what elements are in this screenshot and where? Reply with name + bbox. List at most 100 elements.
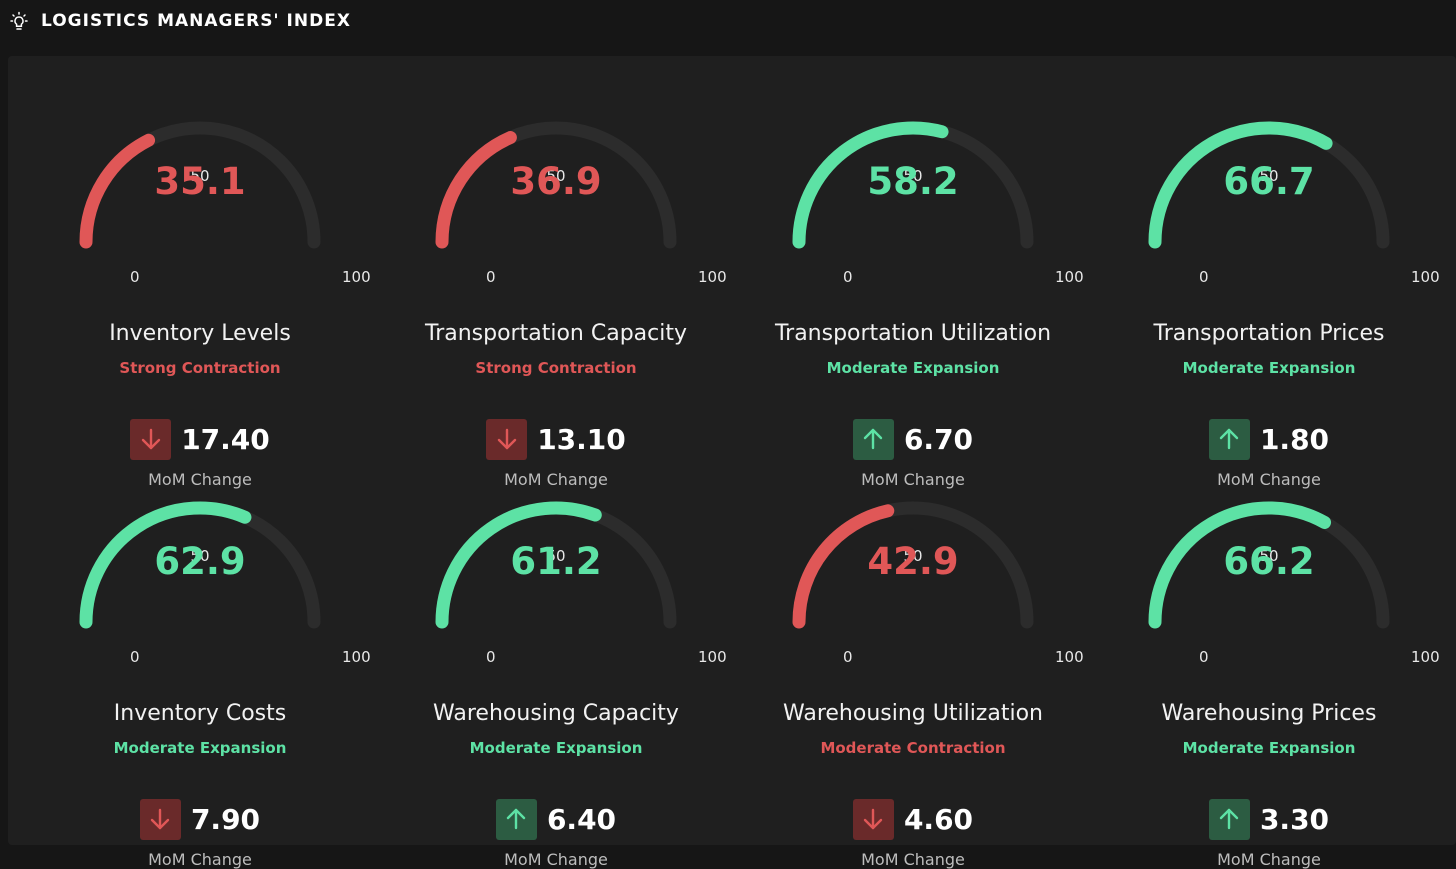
gauge-fill <box>792 121 949 249</box>
change-row: 6.70 <box>763 418 1063 460</box>
change-row: 4.60 <box>763 798 1063 840</box>
gauge-tick-0: 0 <box>1199 648 1209 666</box>
index-card-inventory-costs: 50 0 100 62.9 Inventory Costs Moderate E… <box>50 436 371 869</box>
trend-badge <box>486 418 528 460</box>
change-row: 17.40 <box>50 418 350 460</box>
header-bar: LOGISTICS MANAGERS' INDEX <box>0 0 1456 46</box>
mom-change-label: MoM Change <box>861 470 965 489</box>
change-value: 6.40 <box>546 802 617 836</box>
gauge-value: 58.2 <box>867 160 959 203</box>
gauge-tick-0: 0 <box>130 268 140 286</box>
change-row: 6.40 <box>406 798 706 840</box>
gauge-tick-50: 50 <box>903 167 923 185</box>
change-value: 17.40 <box>181 422 270 456</box>
arrow-up-icon <box>1220 428 1239 450</box>
card-title: Inventory Costs <box>113 701 287 726</box>
card-title: Warehousing Utilization <box>783 701 1043 726</box>
change-row: 7.90 <box>50 798 350 840</box>
gauge-fill <box>435 131 517 249</box>
arrow-down-icon <box>864 808 883 830</box>
change-value: 6.70 <box>903 422 974 456</box>
trend-badge <box>852 418 894 460</box>
gauge-tick-0: 0 <box>130 648 140 666</box>
gauge-value: 42.9 <box>867 540 959 583</box>
status-label: Moderate Expansion <box>1182 739 1356 757</box>
gauge-tick-0: 0 <box>843 268 853 286</box>
gauge-value: 66.2 <box>1223 540 1315 583</box>
gauge-tick-0: 0 <box>1199 268 1209 286</box>
index-card-transportation-capacity: 50 0 100 36.9 Transportation Capacity St… <box>406 56 727 489</box>
gauge-tick-0: 0 <box>486 268 496 286</box>
lightbulb-icon <box>10 11 28 30</box>
arrow-down-icon <box>141 428 160 450</box>
card-title: Warehousing Capacity <box>433 701 679 726</box>
index-card-transportation-utilization: 50 0 100 58.2 Transportation Utilization… <box>763 56 1084 489</box>
gauge-fill <box>792 504 895 629</box>
status-label: Moderate Expansion <box>826 359 1000 377</box>
arrow-down-icon <box>151 808 170 830</box>
gauge-value: 35.1 <box>154 160 246 203</box>
gauge-tick-50: 50 <box>903 547 923 565</box>
gauge-value: 66.7 <box>1223 160 1315 203</box>
gauge-tick-100: 100 <box>698 268 727 286</box>
change-value: 1.80 <box>1259 422 1330 456</box>
gauge <box>435 501 677 629</box>
change-value: 13.10 <box>537 422 626 456</box>
gauge <box>792 121 1034 249</box>
gauge <box>79 501 321 629</box>
change-value: 3.30 <box>1259 802 1330 836</box>
mom-change-label: MoM Change <box>861 850 965 869</box>
gauge-fill <box>435 501 602 629</box>
gauge-value: 62.9 <box>154 540 246 583</box>
change-value: 7.90 <box>190 802 261 836</box>
trend-badge <box>1208 418 1250 460</box>
index-card-warehousing-utilization: 50 0 100 42.9 Warehousing Utilization Mo… <box>763 436 1084 869</box>
gauge-tick-50: 50 <box>190 547 210 565</box>
gauge-fill <box>79 133 156 249</box>
gauge-tick-0: 0 <box>486 648 496 666</box>
mom-change-label: MoM Change <box>1217 470 1321 489</box>
page-title: LOGISTICS MANAGERS' INDEX <box>41 11 351 31</box>
gauge-tick-0: 0 <box>843 648 853 666</box>
gauge-tick-50: 50 <box>1259 547 1279 565</box>
mom-change-label: MoM Change <box>148 470 252 489</box>
gauge <box>79 121 321 249</box>
card-title: Transportation Utilization <box>774 321 1052 346</box>
index-card-transportation-prices: 50 0 100 66.7 Transportation Prices Mode… <box>1119 56 1440 489</box>
mom-change-label: MoM Change <box>148 850 252 869</box>
status-label: Moderate Expansion <box>1182 359 1356 377</box>
arrow-up-icon <box>1220 808 1239 830</box>
trend-badge <box>1208 798 1250 840</box>
gauge <box>1148 121 1390 249</box>
gauge-tick-100: 100 <box>342 268 371 286</box>
gauge-value: 61.2 <box>510 540 602 583</box>
trend-badge <box>139 798 181 840</box>
gauge-tick-50: 50 <box>546 167 566 185</box>
gauge <box>435 121 677 249</box>
status-label: Strong Contraction <box>475 359 637 377</box>
arrow-up-icon <box>507 808 526 830</box>
trend-badge <box>495 798 537 840</box>
arrow-up-icon <box>864 428 883 450</box>
status-label: Moderate Expansion <box>469 739 643 757</box>
change-value: 4.60 <box>903 802 974 836</box>
gauge-value: 36.9 <box>510 160 602 203</box>
status-label: Strong Contraction <box>119 359 281 377</box>
gauge-tick-50: 50 <box>1259 167 1279 185</box>
change-row: 1.80 <box>1119 418 1419 460</box>
index-card-warehousing-prices: 50 0 100 66.2 Warehousing Prices Moderat… <box>1119 436 1440 869</box>
gauge-grid: 50 0 100 35.1 Inventory Levels Strong Co… <box>0 56 1456 869</box>
gauge-fill <box>1148 501 1332 629</box>
card-title: Transportation Capacity <box>425 321 687 346</box>
gauge-tick-100: 100 <box>342 648 371 666</box>
mom-change-label: MoM Change <box>504 470 608 489</box>
index-card-warehousing-capacity: 50 0 100 61.2 Warehousing Capacity Moder… <box>406 436 727 869</box>
gauge-tick-50: 50 <box>546 547 566 565</box>
arrow-down-icon <box>497 428 516 450</box>
gauge-fill <box>1148 121 1333 249</box>
change-row: 3.30 <box>1119 798 1419 840</box>
card-title: Transportation Prices <box>1153 321 1385 346</box>
card-title: Warehousing Prices <box>1161 701 1377 726</box>
status-label: Moderate Expansion <box>113 739 287 757</box>
mom-change-label: MoM Change <box>504 850 608 869</box>
